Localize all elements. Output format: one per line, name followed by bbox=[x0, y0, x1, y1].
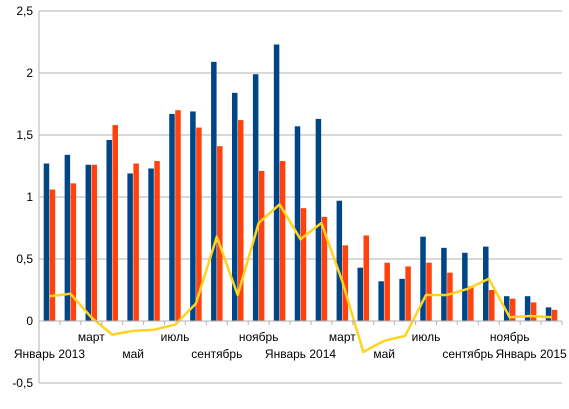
x-tick-label: ноябрь bbox=[490, 330, 530, 344]
y-tick-label: 2,5 bbox=[16, 4, 33, 18]
y-tick-label: 0,5 bbox=[16, 252, 33, 266]
bar bbox=[70, 183, 77, 321]
bar bbox=[363, 235, 370, 321]
bar bbox=[441, 247, 447, 321]
x-tick-label: ноябрь bbox=[239, 330, 279, 344]
line-series bbox=[49, 203, 552, 354]
bar bbox=[196, 127, 202, 321]
bar bbox=[133, 163, 139, 321]
x-tick-label: март bbox=[78, 330, 105, 344]
bar bbox=[237, 120, 244, 322]
bar bbox=[483, 246, 489, 321]
bar bbox=[273, 44, 280, 321]
bar bbox=[49, 189, 56, 321]
y-tick-label: 2 bbox=[26, 66, 33, 80]
bar bbox=[169, 113, 175, 321]
y-tick-label: 1 bbox=[26, 190, 33, 204]
bar bbox=[300, 208, 307, 321]
x-tick-label: сентябрь bbox=[191, 347, 242, 361]
bar bbox=[530, 302, 537, 321]
bar bbox=[509, 298, 516, 321]
x-tick-label: сентябрь bbox=[442, 347, 493, 361]
bar bbox=[378, 281, 384, 321]
bar bbox=[545, 307, 552, 321]
x-tick-label: июль bbox=[161, 330, 190, 344]
bar bbox=[420, 236, 426, 321]
bar bbox=[64, 154, 71, 321]
bar bbox=[175, 110, 181, 321]
x-tick-label: март bbox=[329, 330, 356, 344]
bar bbox=[154, 161, 160, 321]
x-tick-label: июль bbox=[412, 330, 441, 344]
line-series-path bbox=[49, 203, 552, 354]
bar bbox=[217, 146, 223, 321]
bar bbox=[357, 267, 364, 321]
bar bbox=[279, 161, 286, 321]
bar bbox=[91, 164, 98, 321]
bar bbox=[447, 272, 453, 321]
axes bbox=[38, 11, 563, 383]
bar bbox=[336, 200, 343, 321]
bars bbox=[43, 44, 558, 322]
bar bbox=[462, 252, 468, 321]
bar bbox=[426, 262, 432, 321]
bar bbox=[503, 296, 510, 321]
bar bbox=[112, 125, 118, 321]
bar bbox=[294, 126, 301, 321]
bar bbox=[231, 92, 238, 321]
x-tick-label: май bbox=[373, 347, 395, 361]
bar bbox=[315, 118, 322, 321]
bar bbox=[85, 164, 92, 321]
x-tick-labels: Январь 2013мартмайиюльсентябрьноябрьЯнва… bbox=[14, 330, 567, 361]
y-tick-label: 0 bbox=[26, 314, 33, 328]
bar bbox=[106, 139, 112, 321]
bar bbox=[321, 216, 328, 321]
bar bbox=[384, 262, 390, 321]
bar bbox=[551, 309, 558, 321]
bar bbox=[211, 61, 217, 322]
bar bbox=[524, 296, 531, 321]
bar bbox=[148, 168, 154, 321]
bar bbox=[43, 163, 50, 321]
y-tick-labels: -0,5 0 0,5 1 1,5 2 2,5 bbox=[12, 4, 33, 390]
y-tick-label: 1,5 bbox=[16, 128, 33, 142]
bar bbox=[489, 290, 495, 321]
bar bbox=[399, 278, 405, 321]
bar bbox=[258, 170, 265, 321]
x-tick-label: Январь 2013 bbox=[14, 347, 85, 361]
bar bbox=[468, 286, 474, 321]
y-tick-label: -0,5 bbox=[12, 376, 33, 390]
bar bbox=[342, 245, 349, 321]
x-tick-label: Январь 2015 bbox=[496, 347, 567, 361]
x-tick-label: май bbox=[122, 347, 144, 361]
bar bbox=[405, 266, 411, 321]
bar bbox=[252, 74, 259, 322]
bar bbox=[127, 173, 133, 321]
bar bbox=[190, 111, 196, 321]
x-tick-label: Январь 2014 bbox=[265, 347, 336, 361]
